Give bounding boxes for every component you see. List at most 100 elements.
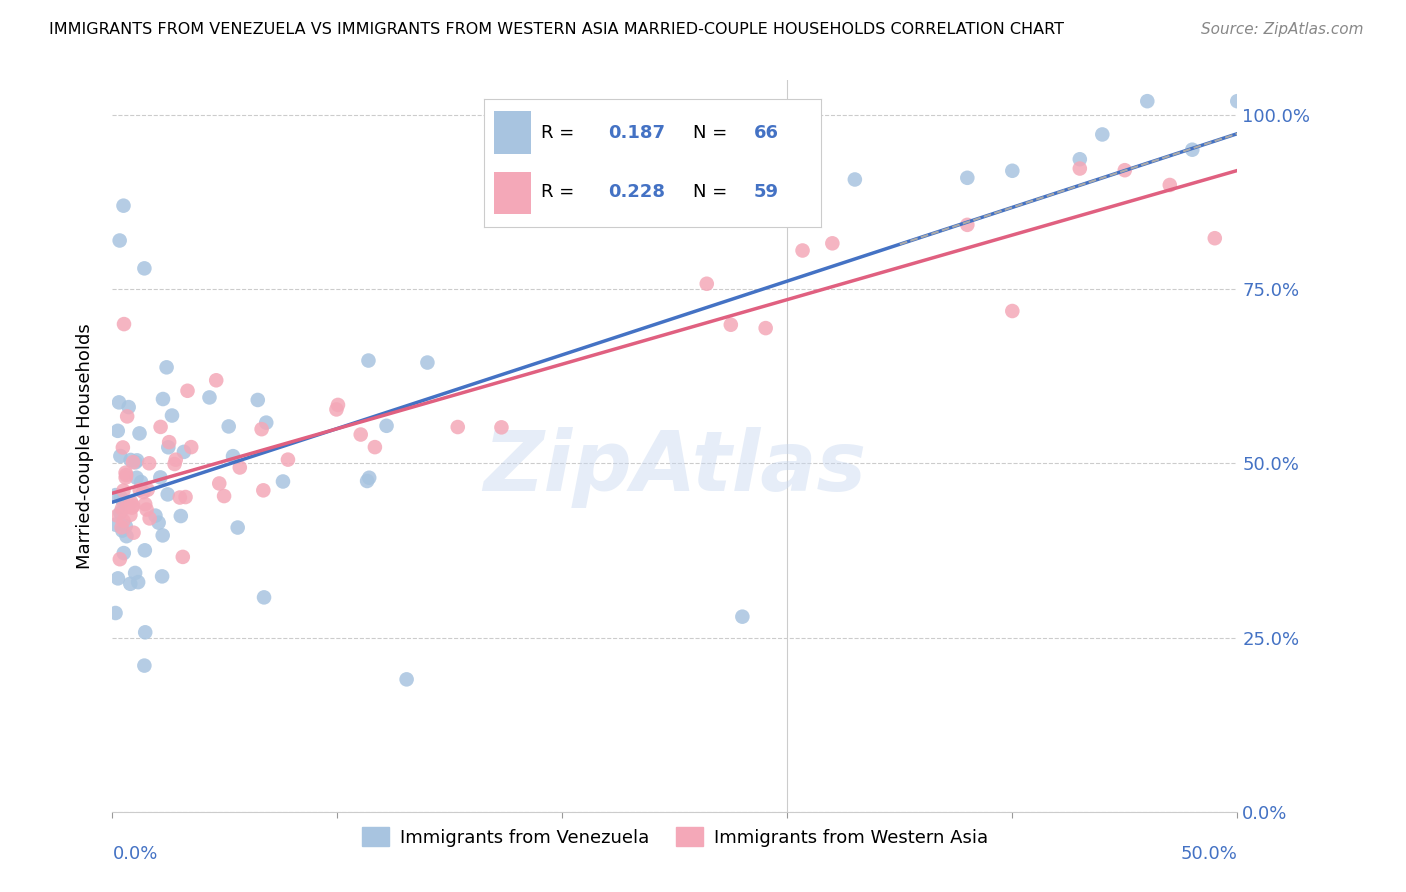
Point [1001, 163, 1024, 178]
Point [124, 566, 146, 580]
Point [112, 483, 135, 498]
Point [1069, 161, 1091, 176]
Point [163, 457, 186, 471]
Point [157, 435, 180, 450]
Point [114, 519, 136, 533]
Point [229, 460, 252, 475]
Point [176, 384, 198, 398]
Point [138, 456, 160, 470]
Point [111, 501, 134, 516]
Point [1159, 178, 1181, 192]
Point [364, 440, 387, 454]
Point [115, 409, 138, 424]
Point [120, 576, 142, 591]
Point [208, 476, 231, 491]
Point [110, 491, 132, 505]
Point [155, 360, 177, 375]
Point [212, 489, 235, 503]
Point [107, 571, 129, 585]
Point [359, 471, 381, 485]
Point [134, 658, 156, 673]
Point [1069, 153, 1091, 167]
Point [696, 277, 718, 291]
Point [844, 172, 866, 186]
Point [129, 475, 152, 489]
Point [104, 606, 127, 620]
Point [149, 420, 172, 434]
Point [956, 218, 979, 232]
Point [108, 234, 131, 248]
Point [125, 453, 148, 467]
Point [277, 452, 299, 467]
Point [111, 524, 134, 538]
Point [114, 466, 136, 480]
Point [254, 416, 277, 430]
Point [326, 398, 349, 412]
Point [149, 470, 172, 484]
Point [114, 470, 136, 484]
Point [118, 400, 141, 414]
Text: 0.0%: 0.0% [112, 845, 157, 863]
Point [226, 520, 249, 534]
Point [447, 420, 470, 434]
Text: ZipAtlas: ZipAtlas [484, 427, 866, 508]
Point [1226, 94, 1249, 108]
Point [104, 488, 127, 502]
Point [252, 483, 274, 498]
Point [111, 494, 134, 508]
Point [253, 591, 276, 605]
Point [132, 485, 155, 500]
Point [107, 508, 129, 523]
Point [218, 419, 240, 434]
Point [110, 506, 132, 520]
Point [112, 546, 135, 560]
Point [120, 495, 142, 509]
Point [222, 449, 245, 463]
Point [110, 520, 132, 534]
Text: Source: ZipAtlas.com: Source: ZipAtlas.com [1201, 22, 1364, 37]
Point [170, 509, 193, 524]
Point [395, 673, 418, 687]
Point [108, 552, 131, 566]
Point [156, 487, 179, 501]
Point [325, 402, 347, 417]
Point [1114, 163, 1136, 178]
Point [134, 625, 156, 640]
Point [110, 449, 132, 463]
Point [169, 491, 191, 505]
Point [792, 244, 814, 258]
Point [124, 455, 146, 469]
Point [271, 475, 294, 489]
Y-axis label: Married-couple Households: Married-couple Households [76, 323, 94, 569]
Point [956, 170, 979, 185]
Point [173, 445, 195, 459]
Point [152, 528, 174, 542]
Point [1204, 231, 1226, 245]
Text: 50.0%: 50.0% [1181, 845, 1237, 863]
Point [107, 424, 129, 438]
Point [160, 409, 183, 423]
Point [375, 418, 398, 433]
Point [120, 508, 142, 522]
Point [145, 508, 167, 523]
Point [112, 199, 135, 213]
Point [115, 529, 138, 543]
Point [1181, 143, 1204, 157]
Point [356, 474, 378, 488]
Point [112, 514, 135, 528]
Text: IMMIGRANTS FROM VENEZUELA VS IMMIGRANTS FROM WESTERN ASIA MARRIED-COUPLE HOUSEHO: IMMIGRANTS FROM VENEZUELA VS IMMIGRANTS … [49, 22, 1064, 37]
Point [357, 353, 380, 368]
Point [134, 543, 156, 558]
Point [491, 420, 513, 434]
Point [180, 440, 202, 454]
Point [246, 392, 269, 407]
Point [172, 549, 194, 564]
Point [128, 483, 150, 497]
Point [205, 373, 228, 387]
Point [138, 511, 160, 525]
Point [111, 441, 134, 455]
Point [120, 453, 142, 467]
Point [121, 500, 143, 515]
Point [1091, 128, 1114, 142]
Point [416, 355, 439, 369]
